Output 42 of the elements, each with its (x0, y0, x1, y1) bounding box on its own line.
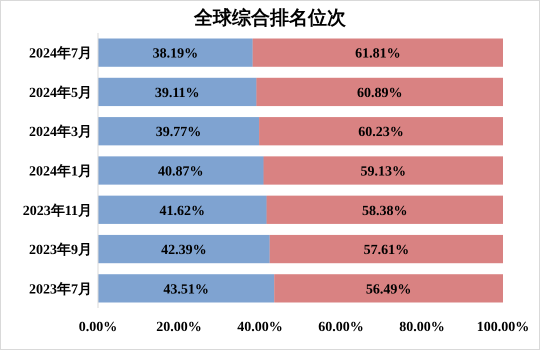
x-tick-label: 0.00% (78, 320, 118, 335)
x-tick-label: 80.00% (399, 320, 445, 335)
x-tick-label: 100.00% (476, 320, 530, 335)
bar (98, 117, 260, 146)
bar (98, 156, 264, 185)
data-label: 43.51% (163, 282, 209, 298)
data-label: 42.39% (161, 243, 207, 258)
y-tick-label: 2024年7月 (29, 46, 92, 62)
bar (252, 38, 503, 67)
data-label: 59.13% (360, 164, 406, 180)
data-label: 61.81% (355, 46, 401, 62)
chart-title: 全球综合排名位次 (193, 7, 347, 29)
y-tick-label: 2023年7月 (29, 281, 92, 298)
data-label: 41.62% (160, 204, 206, 219)
x-tick-label: 40.00% (237, 320, 283, 335)
data-label: 57.61% (364, 243, 410, 258)
bar (274, 274, 503, 302)
bar (98, 38, 253, 67)
x-tick-label: 20.00% (156, 320, 202, 335)
data-label: 40.87% (158, 164, 204, 180)
bar (259, 117, 503, 146)
data-label: 39.11% (154, 86, 200, 101)
bar (270, 234, 503, 264)
data-label: 38.19% (152, 46, 198, 62)
x-tick-label: 60.00% (318, 320, 364, 335)
bar (98, 234, 270, 264)
y-tick-label: 2024年1月 (29, 164, 92, 180)
y-tick-label: 2024年3月 (29, 124, 92, 140)
data-label: 60.23% (358, 125, 404, 140)
y-tick-label: 2023年9月 (29, 242, 92, 258)
y-tick-label: 2023年11月 (22, 202, 92, 219)
data-label: 39.77% (156, 125, 202, 140)
bar (98, 78, 256, 106)
data-label: 58.38% (362, 204, 408, 219)
data-label: 60.89% (356, 86, 402, 101)
bar (256, 78, 503, 106)
bar (98, 196, 267, 224)
y-tick-label: 2024年5月 (29, 84, 92, 101)
bar (98, 274, 274, 302)
bar (266, 196, 503, 224)
data-label: 56.49% (366, 282, 412, 298)
bar (264, 156, 503, 185)
